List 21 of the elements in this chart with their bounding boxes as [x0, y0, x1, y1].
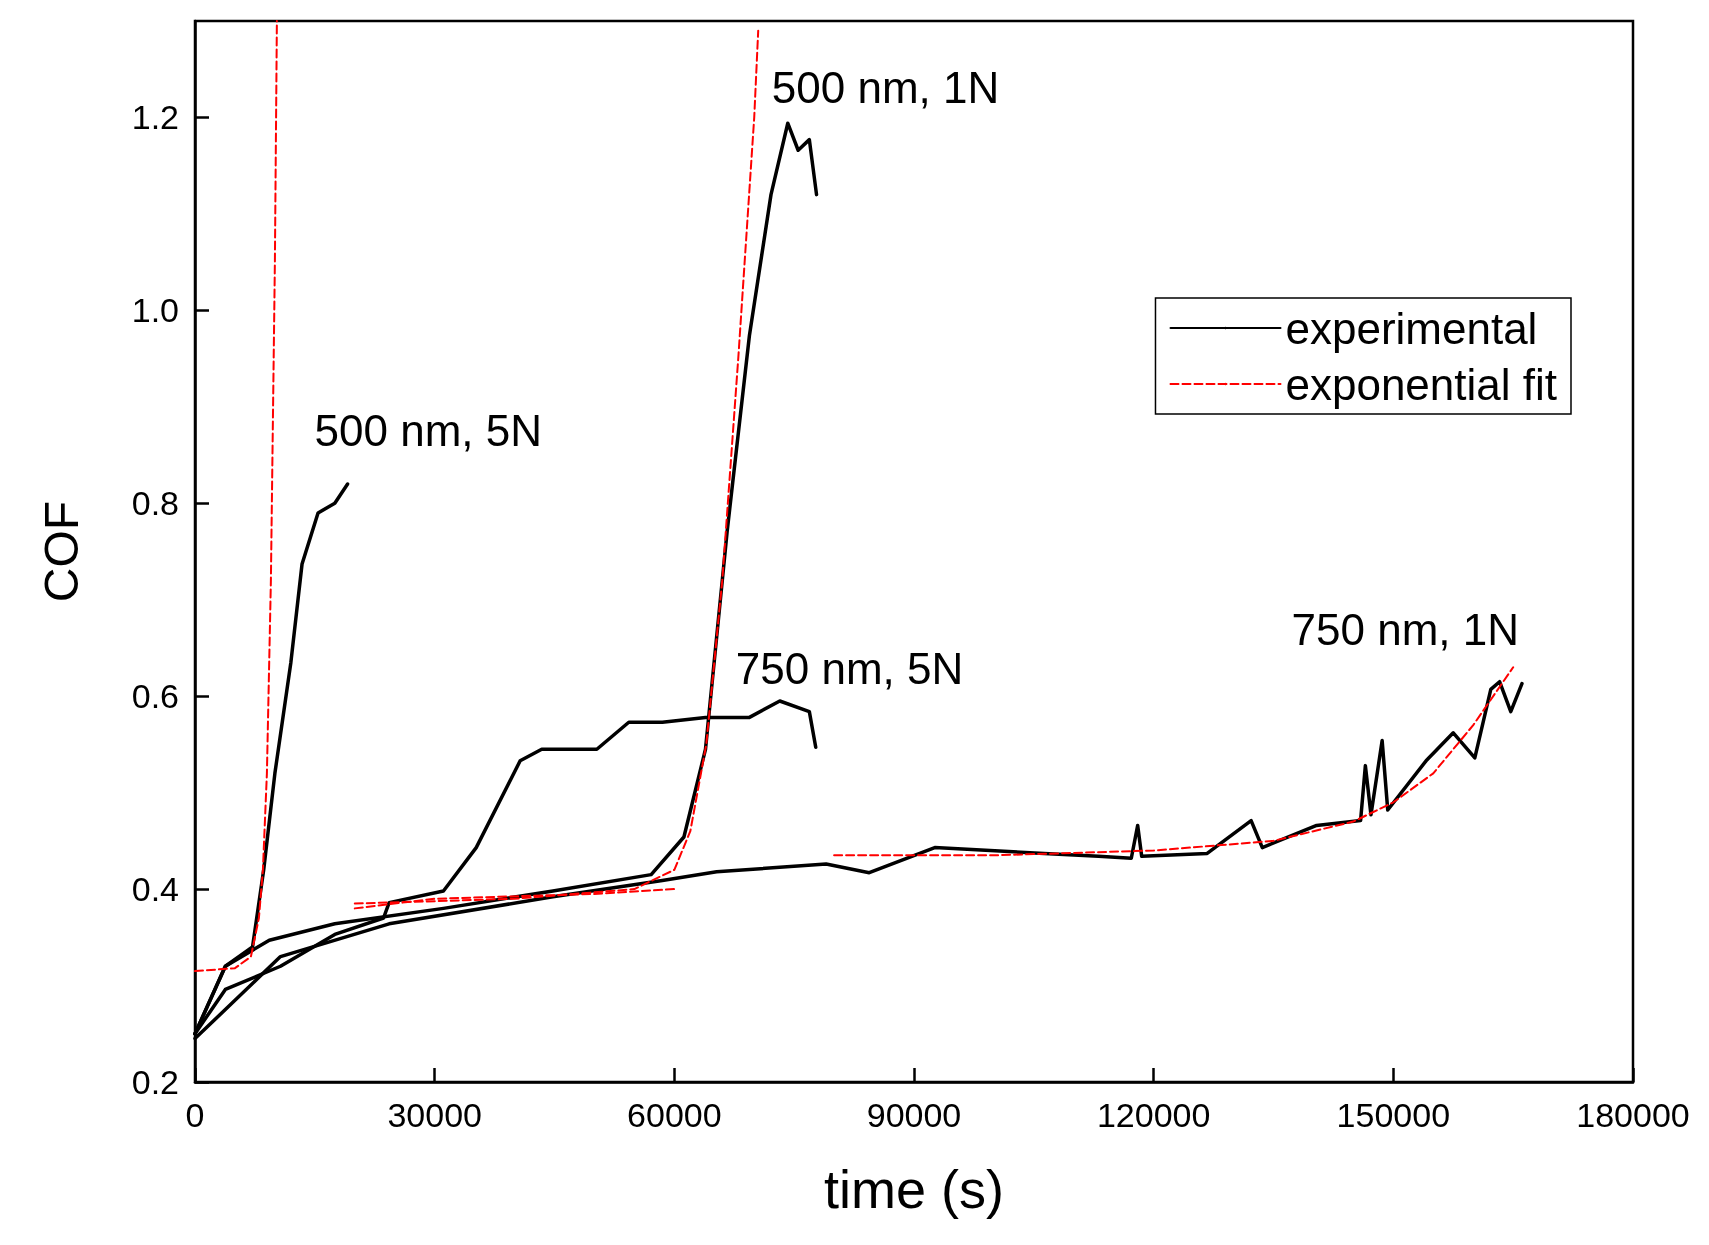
annotation: 750 nm, 5N: [735, 643, 964, 693]
x-tick-label: 90000: [866, 1096, 962, 1134]
annotation: 750 nm, 1N: [1291, 605, 1520, 655]
x-tick-label: 150000: [1336, 1096, 1451, 1134]
y-tick-label: 1.2: [131, 98, 179, 137]
y-axis-title: COF: [34, 500, 88, 603]
y-tick-label: 0.8: [131, 484, 179, 523]
legend-label: experimental: [1285, 303, 1538, 353]
annotation: 500 nm, 1N: [771, 62, 1000, 112]
y-tick-label: 0.2: [131, 1063, 179, 1101]
x-tick-label: 60000: [627, 1096, 722, 1134]
x-tick-label: 30000: [387, 1096, 482, 1134]
annotation: 500 nm, 5N: [314, 406, 543, 456]
legend-label: exponential fit: [1285, 359, 1558, 409]
x-tick-label: 180000: [1576, 1096, 1690, 1134]
y-tick-label: 1.0: [131, 291, 179, 330]
y-tick-label: 0.6: [131, 677, 179, 716]
y-tick-label: 0.4: [131, 870, 179, 909]
x-tick-label: 0: [185, 1096, 205, 1134]
x-axis-title: time (s): [824, 1159, 1004, 1219]
x-tick-label: 120000: [1096, 1096, 1211, 1134]
